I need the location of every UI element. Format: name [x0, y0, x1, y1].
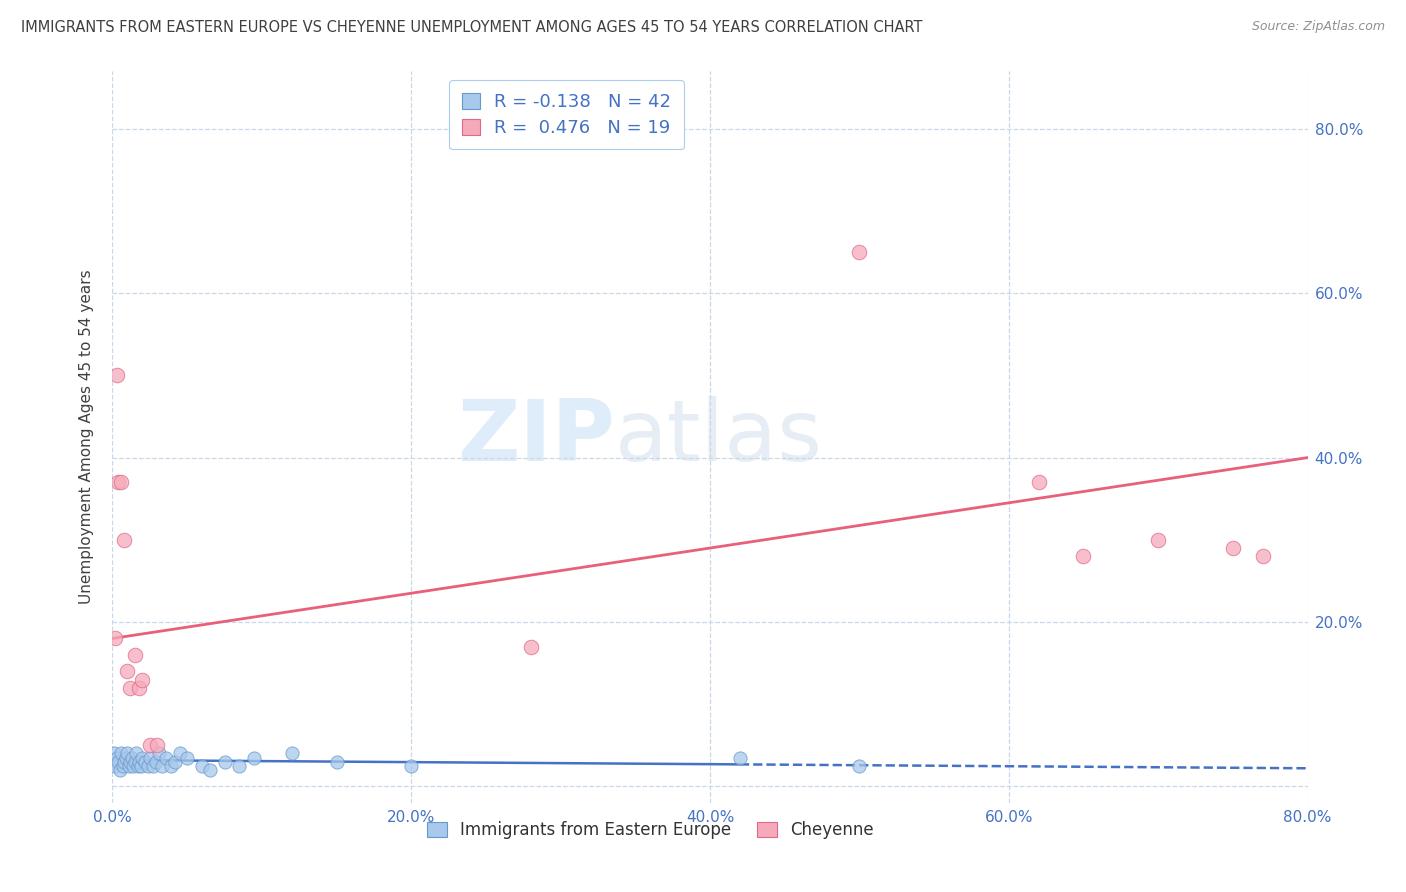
Point: [728, 750, 751, 764]
Point: [120, 755, 142, 769]
Point: [107, 475, 129, 490]
Point: [1251, 549, 1274, 564]
Point: [105, 750, 128, 764]
Text: IMMIGRANTS FROM EASTERN EUROPE VS CHEYENNE UNEMPLOYMENT AMONG AGES 45 TO 54 YEAR: IMMIGRANTS FROM EASTERN EUROPE VS CHEYEN…: [21, 20, 922, 35]
Point: [145, 755, 167, 769]
Point: [108, 763, 131, 777]
Point: [121, 750, 143, 764]
Text: atlas: atlas: [614, 395, 823, 479]
Point: [1073, 549, 1095, 564]
Point: [325, 755, 347, 769]
Point: [148, 747, 170, 761]
Point: [131, 750, 153, 764]
Point: [128, 755, 150, 769]
Point: [114, 755, 135, 769]
Point: [124, 648, 146, 662]
Point: [176, 750, 198, 764]
Point: [128, 681, 150, 695]
Point: [107, 755, 129, 769]
Point: [129, 759, 152, 773]
Point: [228, 759, 250, 773]
Point: [848, 245, 870, 260]
Point: [520, 640, 543, 654]
Point: [169, 747, 191, 761]
Point: [124, 755, 146, 769]
Point: [104, 759, 127, 773]
Text: Source: ZipAtlas.com: Source: ZipAtlas.com: [1251, 20, 1385, 33]
Point: [142, 759, 165, 773]
Y-axis label: Unemployment Among Ages 45 to 54 years: Unemployment Among Ages 45 to 54 years: [79, 269, 94, 605]
Point: [105, 368, 128, 383]
Point: [1028, 475, 1050, 490]
Point: [117, 665, 139, 679]
Point: [138, 759, 160, 773]
Point: [131, 673, 153, 687]
Point: [103, 747, 125, 761]
Point: [401, 759, 423, 773]
Legend: Immigrants from Eastern Europe, Cheyenne: Immigrants from Eastern Europe, Cheyenne: [420, 814, 880, 846]
Point: [139, 739, 162, 753]
Point: [117, 747, 139, 761]
Point: [146, 739, 169, 753]
Point: [118, 759, 141, 773]
Point: [1222, 541, 1244, 555]
Point: [848, 759, 870, 773]
Point: [120, 681, 142, 695]
Point: [155, 750, 177, 764]
Point: [1147, 533, 1170, 547]
Point: [114, 533, 135, 547]
Point: [110, 747, 132, 761]
Point: [191, 759, 214, 773]
Point: [214, 755, 236, 769]
Point: [125, 747, 148, 761]
Point: [111, 759, 134, 773]
Point: [122, 759, 145, 773]
Point: [159, 759, 181, 773]
Point: [243, 750, 266, 764]
Point: [127, 759, 149, 773]
Point: [281, 747, 304, 761]
Point: [139, 750, 162, 764]
Point: [104, 632, 127, 646]
Text: ZIP: ZIP: [457, 395, 614, 479]
Point: [110, 475, 132, 490]
Point: [165, 755, 187, 769]
Point: [115, 750, 138, 764]
Point: [198, 763, 221, 777]
Point: [134, 755, 156, 769]
Point: [150, 759, 173, 773]
